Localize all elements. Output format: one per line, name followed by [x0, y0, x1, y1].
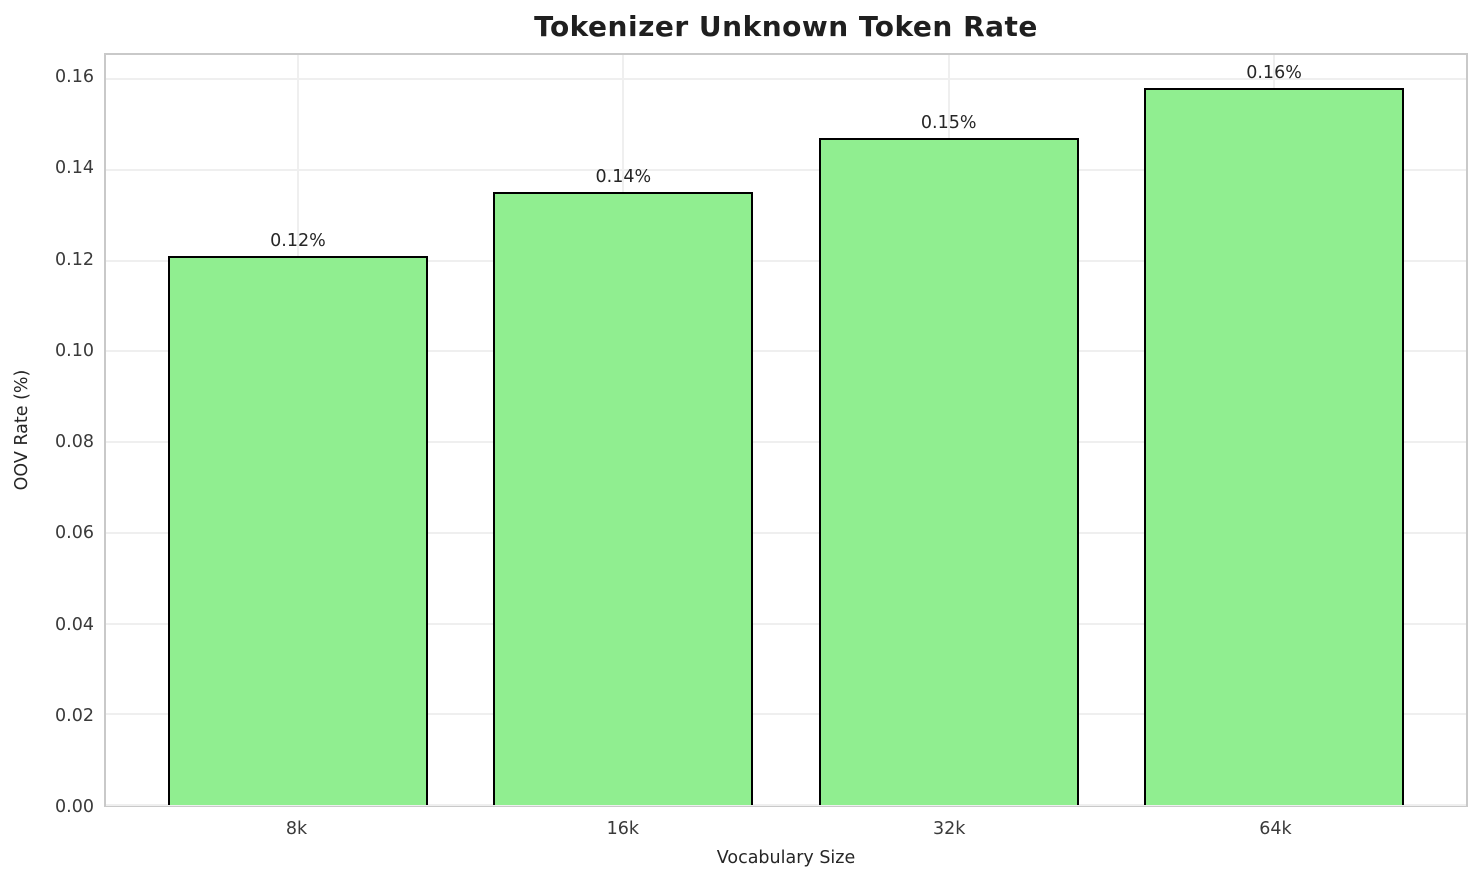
chart-title: Tokenizer Unknown Token Rate — [534, 10, 1038, 43]
y-axis-ticks: 0.00 0.02 0.04 0.06 0.08 0.10 0.12 0.14 0.16 — [0, 53, 94, 817]
bar: 0.15% — [818, 113, 1079, 805]
y-tick-label: 0.04 — [55, 614, 94, 635]
x-axis-label: Vocabulary Size — [716, 848, 856, 868]
y-tick-label: 0.02 — [55, 705, 94, 726]
bar-value-label: 0.12% — [270, 231, 326, 251]
x-tick-label: 16k — [606, 819, 640, 839]
h-gridline — [106, 804, 1466, 806]
x-tick-label: 8k — [285, 819, 308, 839]
h-gridline — [106, 259, 1466, 262]
x-tick-label: 32k — [932, 819, 966, 839]
y-tick-label: 0.06 — [55, 523, 94, 544]
h-gridline — [106, 713, 1466, 716]
bars: 0.12% 0.14% 0.15% 0.16% — [106, 55, 1466, 805]
bar: 0.14% — [493, 167, 754, 805]
y-tick-label: 0.14 — [55, 158, 94, 179]
bar-value-label: 0.14% — [595, 167, 652, 188]
bar-value-label: 0.16% — [1246, 63, 1302, 84]
bar: 0.12% — [167, 231, 429, 805]
bar-value-label: 0.15% — [920, 113, 977, 134]
h-gridline — [106, 168, 1466, 171]
h-gridline — [106, 622, 1466, 625]
y-tick-label: 0.00 — [55, 797, 94, 817]
h-gridline — [106, 350, 1466, 353]
bar: 0.16% — [1143, 63, 1405, 805]
y-tick-label: 0.08 — [55, 432, 94, 453]
h-gridline — [106, 531, 1466, 534]
x-axis-ticks: 8k 16k 32k 64k — [104, 817, 1468, 843]
y-axis-label: OOV Rate (%) — [12, 369, 32, 491]
y-tick-label: 0.16 — [55, 67, 94, 88]
y-tick-label: 0.10 — [55, 340, 94, 361]
plot-area: 0.12% 0.14% 0.15% 0.16% — [104, 53, 1468, 807]
x-tick-label: 64k — [1259, 819, 1292, 839]
y-tick-label: 0.12 — [55, 249, 94, 270]
h-gridline — [106, 78, 1466, 81]
h-gridline — [106, 441, 1466, 444]
